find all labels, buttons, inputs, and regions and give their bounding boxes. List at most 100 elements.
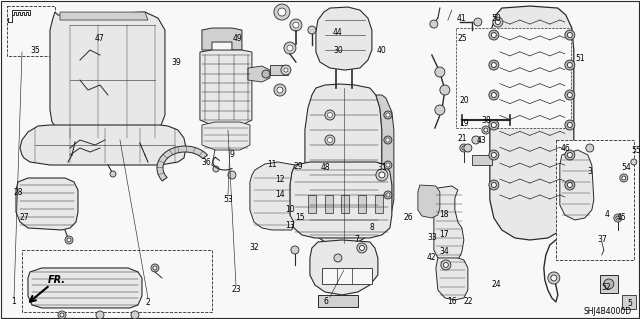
Text: 40: 40 bbox=[377, 46, 387, 55]
Circle shape bbox=[551, 275, 557, 281]
Circle shape bbox=[386, 138, 390, 142]
Circle shape bbox=[440, 85, 450, 95]
Text: 7: 7 bbox=[355, 235, 359, 244]
Circle shape bbox=[357, 243, 367, 253]
Circle shape bbox=[604, 279, 614, 289]
Polygon shape bbox=[590, 193, 618, 242]
Circle shape bbox=[489, 90, 499, 100]
Polygon shape bbox=[50, 12, 165, 143]
Bar bbox=[341, 195, 349, 213]
Circle shape bbox=[620, 174, 628, 182]
Circle shape bbox=[492, 122, 497, 128]
Circle shape bbox=[489, 180, 499, 190]
Polygon shape bbox=[434, 186, 464, 262]
Circle shape bbox=[328, 137, 332, 143]
Text: 18: 18 bbox=[439, 211, 449, 219]
Circle shape bbox=[328, 113, 332, 117]
Text: 6: 6 bbox=[323, 297, 328, 307]
Text: 38: 38 bbox=[481, 115, 491, 124]
Circle shape bbox=[460, 144, 468, 152]
Text: 46: 46 bbox=[561, 144, 571, 152]
Circle shape bbox=[567, 63, 572, 68]
Circle shape bbox=[565, 90, 575, 100]
Text: 31: 31 bbox=[377, 164, 387, 173]
Text: 24: 24 bbox=[491, 280, 500, 289]
Polygon shape bbox=[560, 150, 594, 220]
Polygon shape bbox=[418, 185, 440, 218]
Text: 17: 17 bbox=[439, 230, 449, 240]
Text: 21: 21 bbox=[457, 134, 467, 143]
Circle shape bbox=[277, 87, 283, 93]
Text: 32: 32 bbox=[249, 243, 259, 252]
Bar bbox=[318, 295, 358, 307]
Polygon shape bbox=[436, 258, 468, 300]
Text: 19: 19 bbox=[459, 119, 468, 128]
Circle shape bbox=[325, 110, 335, 120]
Circle shape bbox=[376, 169, 388, 181]
Circle shape bbox=[131, 311, 139, 319]
Circle shape bbox=[492, 152, 497, 158]
Text: 27: 27 bbox=[19, 213, 29, 222]
Circle shape bbox=[567, 33, 572, 38]
Circle shape bbox=[291, 246, 299, 254]
Circle shape bbox=[489, 150, 499, 160]
Text: 43: 43 bbox=[477, 136, 487, 145]
Circle shape bbox=[567, 152, 572, 158]
Bar bbox=[600, 275, 618, 293]
Text: 1: 1 bbox=[12, 297, 17, 307]
Circle shape bbox=[430, 20, 438, 28]
Circle shape bbox=[284, 42, 296, 54]
Text: 49: 49 bbox=[233, 33, 243, 42]
Text: 47: 47 bbox=[95, 33, 105, 42]
Circle shape bbox=[60, 313, 64, 317]
Polygon shape bbox=[490, 6, 574, 240]
Circle shape bbox=[622, 176, 626, 180]
Text: 41: 41 bbox=[457, 13, 467, 23]
Text: 33: 33 bbox=[427, 234, 436, 242]
Circle shape bbox=[567, 93, 572, 98]
Circle shape bbox=[293, 22, 299, 28]
Bar bbox=[358, 195, 366, 213]
Text: 8: 8 bbox=[369, 224, 374, 233]
Text: 15: 15 bbox=[295, 213, 305, 222]
Circle shape bbox=[492, 33, 497, 38]
Text: 30: 30 bbox=[333, 46, 343, 55]
Text: 9: 9 bbox=[230, 150, 234, 159]
Bar bbox=[472, 155, 492, 165]
Bar bbox=[270, 65, 288, 75]
Text: 16: 16 bbox=[447, 297, 457, 307]
Text: 14: 14 bbox=[275, 190, 285, 199]
Circle shape bbox=[493, 17, 503, 27]
Text: 3: 3 bbox=[588, 167, 592, 176]
Text: 54: 54 bbox=[621, 164, 630, 173]
Circle shape bbox=[565, 180, 575, 190]
Circle shape bbox=[153, 266, 157, 270]
Circle shape bbox=[360, 246, 364, 250]
Bar bbox=[308, 195, 316, 213]
Circle shape bbox=[384, 136, 392, 144]
Circle shape bbox=[464, 144, 472, 152]
Circle shape bbox=[386, 163, 390, 167]
Circle shape bbox=[151, 264, 159, 272]
Circle shape bbox=[492, 182, 497, 188]
Circle shape bbox=[274, 4, 290, 20]
Text: 10: 10 bbox=[285, 205, 295, 214]
Circle shape bbox=[548, 272, 560, 284]
Text: 12: 12 bbox=[275, 175, 285, 184]
Polygon shape bbox=[376, 95, 394, 230]
Circle shape bbox=[565, 150, 575, 160]
Circle shape bbox=[586, 144, 594, 152]
Text: 11: 11 bbox=[267, 160, 276, 169]
Text: 44: 44 bbox=[333, 27, 343, 37]
Circle shape bbox=[278, 8, 286, 16]
Circle shape bbox=[435, 105, 445, 115]
Bar bbox=[375, 195, 383, 213]
Polygon shape bbox=[200, 50, 252, 125]
Text: 28: 28 bbox=[13, 189, 23, 197]
Text: 45: 45 bbox=[617, 213, 627, 222]
Circle shape bbox=[386, 193, 390, 197]
Circle shape bbox=[65, 236, 73, 244]
Text: 4: 4 bbox=[604, 211, 609, 219]
Text: 50: 50 bbox=[491, 13, 500, 23]
Text: 39: 39 bbox=[171, 57, 181, 67]
